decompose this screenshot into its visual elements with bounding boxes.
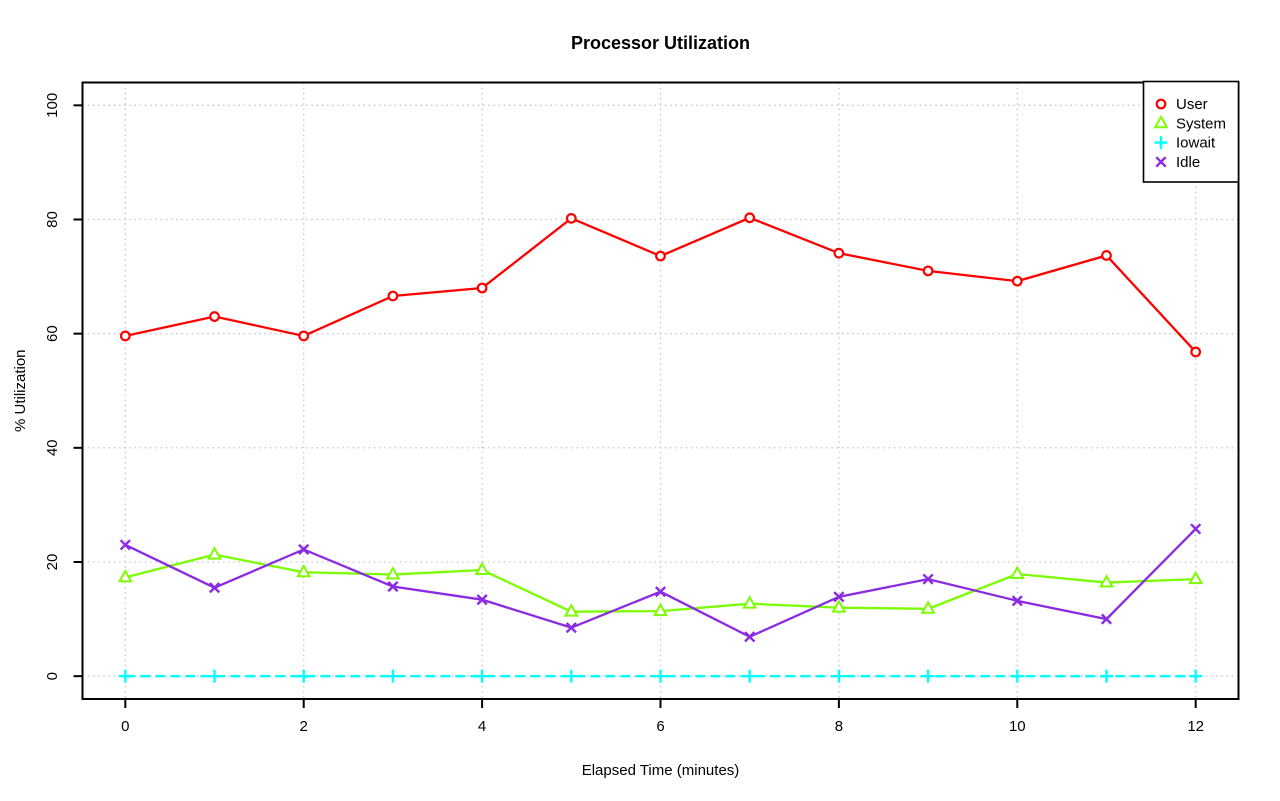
data-point-circle <box>1155 98 1167 110</box>
data-point-circle <box>1101 250 1112 261</box>
data-point-triangle <box>1009 565 1025 579</box>
x-axis-tick-label: 10 <box>1009 718 1026 735</box>
data-point-x <box>922 573 934 585</box>
chart-title: Processor Utilization <box>571 33 750 53</box>
data-point-circle <box>209 311 220 322</box>
series-line-user <box>125 216 1197 353</box>
y-axis-tick-label: 80 <box>44 211 61 228</box>
x-axis-tick-label: 12 <box>1187 718 1204 735</box>
x-axis-title: Elapsed Time (minutes) <box>582 762 740 779</box>
y-axis-tick-label: 20 <box>44 554 61 571</box>
data-point-triangle <box>207 546 223 560</box>
data-point-x <box>1190 523 1202 535</box>
x-axis-tick-label: 6 <box>656 718 664 735</box>
y-axis-title: % Utilization <box>12 349 29 432</box>
x-axis-tick-label: 4 <box>478 718 486 735</box>
data-point-triangle <box>563 603 579 617</box>
data-point-x <box>1100 613 1113 625</box>
data-point-circle <box>655 250 666 262</box>
data-point-triangle <box>742 595 758 609</box>
data-point-triangle <box>296 563 312 578</box>
data-point-triangle <box>1188 570 1204 585</box>
data-point-x <box>833 591 845 603</box>
data-point-triangle <box>652 602 669 617</box>
data-point-x <box>387 580 399 593</box>
data-point-circle <box>476 282 488 294</box>
data-point-circle <box>1190 346 1202 358</box>
data-point-triangle <box>117 568 133 583</box>
legend-label-idle: Idle <box>1176 154 1200 171</box>
legend-label-system: System <box>1176 115 1226 132</box>
data-point-x <box>744 631 756 643</box>
legend-label-user: User <box>1176 96 1208 113</box>
y-axis-tick-label: 0 <box>44 672 61 680</box>
data-point-triangle <box>1098 574 1114 588</box>
y-axis-tick-label: 40 <box>44 439 61 456</box>
data-point-circle <box>744 212 756 224</box>
x-axis-tick-label: 0 <box>121 718 129 735</box>
data-point-circle <box>1011 275 1023 287</box>
data-point-triangle <box>831 599 847 613</box>
data-point-triangle <box>385 566 401 580</box>
data-point-x <box>119 539 131 551</box>
data-point-x <box>298 543 310 555</box>
data-point-circle <box>298 330 310 342</box>
y-axis-tick-label: 100 <box>44 93 61 118</box>
data-point-circle <box>833 247 845 259</box>
data-point-triangle <box>920 600 936 614</box>
data-point-triangle <box>1153 114 1169 129</box>
data-point-circle <box>922 265 934 277</box>
data-point-circle <box>387 290 399 302</box>
legend-label-iowait: Iowait <box>1176 135 1216 152</box>
data-point-circle <box>565 212 577 224</box>
x-axis-tick-label: 8 <box>835 718 843 735</box>
data-point-x <box>476 594 488 606</box>
data-point-circle <box>119 330 131 342</box>
data-point-x <box>1155 156 1167 168</box>
x-axis-tick-label: 2 <box>300 718 308 735</box>
data-point-x <box>208 582 221 594</box>
data-point-x <box>1011 595 1023 607</box>
data-point-triangle <box>474 561 490 575</box>
y-axis-tick-label: 60 <box>44 325 61 342</box>
data-point-x <box>654 586 667 598</box>
data-point-x <box>565 622 577 634</box>
